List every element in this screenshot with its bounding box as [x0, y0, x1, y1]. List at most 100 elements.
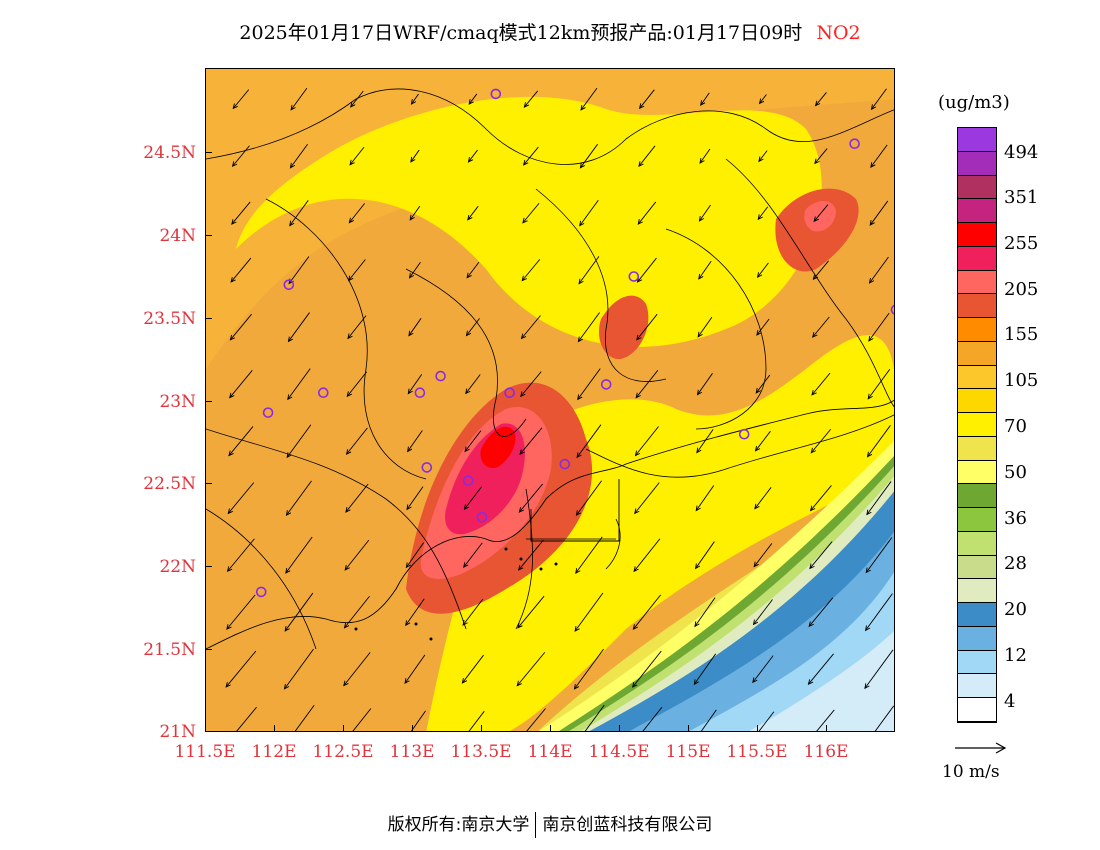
wind-arrow — [754, 430, 771, 452]
field-band-4 — [749, 630, 894, 731]
wind-arrow — [290, 87, 308, 111]
lon-tick — [274, 725, 275, 732]
lon-label-113-5: 113.5E — [450, 742, 512, 762]
lat-label-22: 22N — [159, 557, 196, 577]
monitoring-station-marker — [435, 370, 446, 382]
wind-arrow — [285, 480, 312, 516]
wind-arrow — [693, 653, 717, 686]
wind-arrow — [407, 430, 423, 453]
monitoring-station-marker — [262, 407, 274, 418]
wind-reference-label: 10 m/s — [942, 762, 1000, 782]
wind-arrow — [408, 318, 422, 337]
wind-arrow — [229, 370, 253, 399]
wind-arrow — [700, 709, 717, 731]
wind-arrow — [344, 539, 370, 571]
legend-label-255: 255 — [1004, 233, 1039, 254]
wind-arrow — [632, 650, 662, 688]
wind-arrow — [695, 485, 715, 512]
wind-arrow — [461, 654, 484, 684]
wind-arrow — [467, 149, 478, 163]
lon-tick — [826, 725, 827, 732]
lat-tick — [205, 483, 212, 484]
wind-arrow — [633, 538, 661, 573]
wind-arrow — [287, 368, 311, 401]
wind-arrow — [347, 315, 367, 340]
footer-company: 南京创蓝科技有限公司 — [542, 815, 713, 835]
lat-tick — [205, 235, 212, 236]
legend-swatch — [958, 555, 996, 580]
wind-arrow — [579, 200, 599, 227]
province-border — [535, 188, 667, 382]
wind-arrow — [463, 486, 482, 511]
wind-arrow — [520, 315, 541, 340]
wind-arrow — [868, 312, 890, 342]
legend-label-50: 50 — [1004, 462, 1027, 483]
wind-arrow — [523, 90, 539, 108]
wind-arrow — [579, 143, 598, 169]
concentration-map[interactable] — [206, 69, 895, 732]
lon-label-115-5: 115.5E — [726, 742, 788, 762]
wind-arrow — [463, 542, 483, 568]
lon-label-114: 114E — [527, 742, 573, 762]
legend-label-70: 70 — [1004, 416, 1027, 437]
wind-arrow — [346, 371, 368, 398]
wind-arrow — [231, 201, 251, 225]
legend-units: (ug/m3) — [938, 92, 1010, 113]
wind-arrow — [284, 592, 314, 632]
legend-swatch — [958, 674, 996, 699]
monitoring-station-marker — [283, 279, 295, 291]
wind-arrow — [236, 706, 257, 731]
monitoring-station-marker — [318, 387, 329, 399]
wind-arrow — [634, 426, 659, 457]
color-legend — [957, 127, 997, 723]
monitoring-station-marker — [849, 138, 860, 149]
wind-reference-arrow — [955, 742, 1007, 754]
wind-arrow — [575, 480, 602, 517]
monitoring-station-marker — [414, 387, 426, 399]
wind-arrow — [348, 203, 366, 224]
monitoring-station-marker — [738, 428, 750, 440]
wind-arrow — [810, 428, 832, 454]
legend-label-36: 36 — [1004, 508, 1027, 529]
monitoring-station-marker — [476, 511, 488, 523]
province-border — [265, 198, 427, 480]
lat-label-21: 21N — [159, 722, 196, 742]
wind-arrow — [343, 595, 370, 629]
lon-label-112-5: 112.5E — [312, 742, 374, 762]
wind-arrow — [289, 143, 308, 169]
wind-arrow — [350, 90, 364, 108]
wind-arrow — [758, 94, 767, 105]
wind-arrow — [809, 541, 833, 570]
wind-arrow — [809, 485, 832, 512]
wind-arrow — [700, 92, 710, 106]
monitoring-station-marker — [628, 271, 640, 282]
legend-swatch — [958, 318, 996, 342]
wind-arrow — [229, 313, 252, 341]
lat-tick — [205, 318, 212, 319]
wind-arrow — [519, 427, 543, 456]
lat-label-24: 24N — [159, 226, 196, 246]
legend-swatch — [958, 246, 996, 271]
lon-label-112: 112E — [251, 742, 297, 762]
lon-tick — [481, 725, 482, 732]
wind-arrow — [874, 705, 894, 731]
lat-tick — [205, 649, 212, 650]
wind-arrow — [812, 260, 829, 280]
lat-label-24-5: 24.5N — [143, 143, 196, 163]
legend-label-20: 20 — [1004, 599, 1027, 620]
lon-tick — [412, 725, 413, 732]
province-border — [585, 414, 894, 478]
lat-label-23: 23N — [159, 392, 196, 412]
wind-arrow — [866, 425, 891, 458]
province-border — [665, 228, 767, 430]
map-panel[interactable] — [205, 68, 895, 732]
wind-arrow — [467, 205, 479, 221]
wind-arrow — [230, 257, 252, 283]
wind-arrow — [465, 318, 480, 337]
wind-arrow — [699, 148, 711, 164]
wind-arrow — [410, 149, 420, 163]
field-yellow-north — [236, 96, 822, 347]
province-border — [206, 88, 894, 165]
wind-arrow — [345, 427, 368, 455]
legend-label-4: 4 — [1004, 691, 1016, 712]
